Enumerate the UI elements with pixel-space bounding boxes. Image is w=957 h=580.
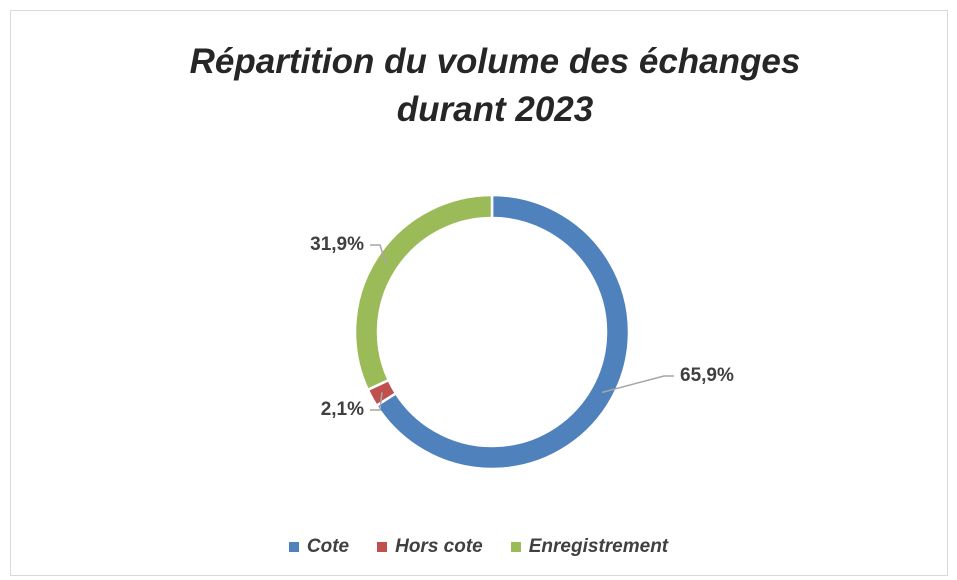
legend-label: Hors cote xyxy=(395,536,483,557)
legend-marker xyxy=(288,542,299,552)
legend-label: Enregistrement xyxy=(528,536,669,557)
chart-frame xyxy=(10,10,948,576)
leader-line xyxy=(370,392,383,411)
leader-line xyxy=(370,244,387,265)
data-label: 65,9% xyxy=(680,365,734,386)
legend-marker xyxy=(510,542,521,552)
chart-title: Répartition du volume des échanges duran… xyxy=(189,42,801,129)
data-label: 31,9% xyxy=(310,234,364,255)
legend: Cote Hors cote Enregistrement xyxy=(0,536,957,558)
legend-item: Cote xyxy=(288,536,350,558)
legend-item: Enregistrement xyxy=(510,536,669,558)
legend-item: Hors cote xyxy=(377,536,483,558)
data-label: 2,1% xyxy=(321,399,364,420)
leader-line xyxy=(601,375,674,394)
legend-label: Cote xyxy=(306,536,350,557)
legend-marker xyxy=(377,542,388,552)
slice xyxy=(353,193,494,392)
